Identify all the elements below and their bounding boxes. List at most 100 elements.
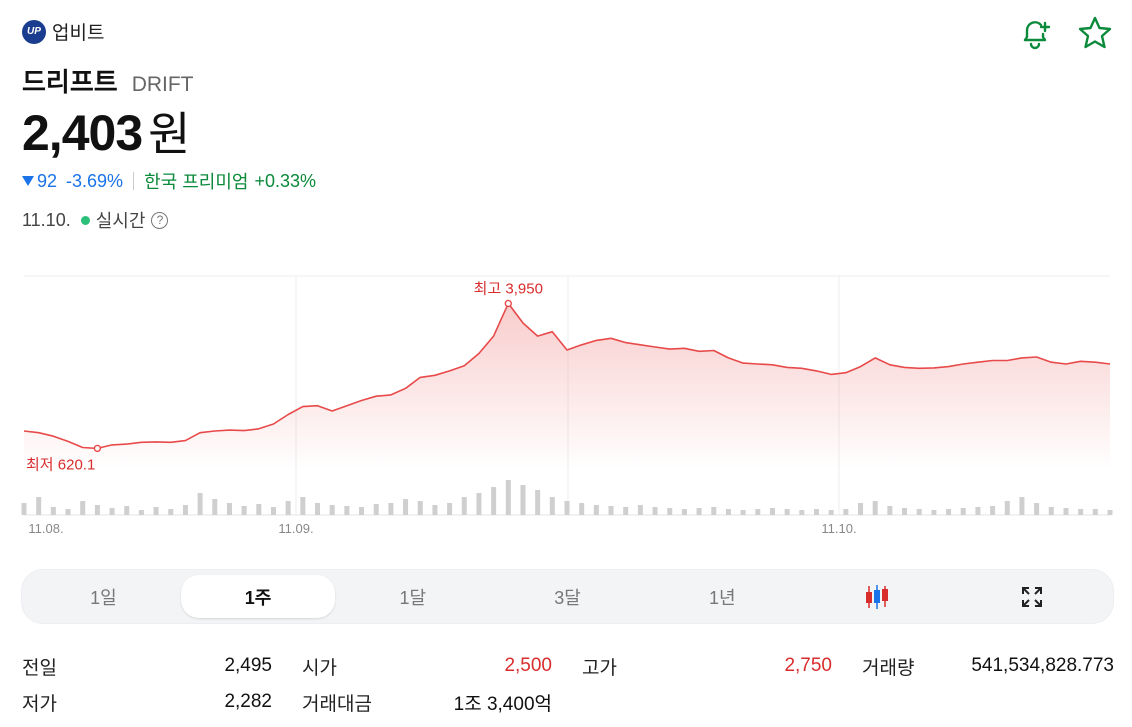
volume-bar — [109, 508, 115, 515]
period-1m[interactable]: 1달 — [399, 587, 427, 608]
volume-bar — [858, 503, 864, 515]
volume-bar — [50, 507, 56, 515]
x-tick-label: 11.10. — [821, 521, 856, 536]
volume-bar — [344, 506, 350, 515]
bell-plus-icon[interactable] — [1016, 14, 1054, 52]
volume-bar — [579, 503, 585, 515]
volume-bar — [212, 499, 218, 515]
expand-chart-button[interactable] — [954, 575, 1109, 618]
volume-bar — [285, 501, 291, 515]
x-tick-label: 11.08. — [28, 521, 63, 536]
period-selector: 1일 1주 1달 3달 1년 — [21, 569, 1114, 624]
volume-bar — [373, 504, 379, 515]
volume-bar — [799, 510, 805, 515]
volume-bar — [681, 509, 687, 515]
down-arrow-icon — [22, 176, 34, 186]
price-area — [24, 303, 1110, 470]
volume-bar — [168, 509, 174, 515]
volume-bar — [21, 503, 27, 515]
volume-bar — [226, 503, 232, 515]
volume-bar — [256, 504, 262, 515]
star-icon[interactable] — [1076, 14, 1114, 52]
period-1d[interactable]: 1일 — [90, 587, 117, 608]
volume-bar — [725, 509, 731, 515]
price-value: 2,403 — [22, 105, 143, 161]
x-tick-label: 11.09. — [278, 521, 313, 536]
change-amount: 92 — [37, 170, 58, 191]
volume-bar — [1034, 503, 1040, 515]
volume-bar — [696, 508, 702, 515]
volume-bar — [138, 510, 144, 515]
volume-bar — [505, 480, 511, 515]
help-icon[interactable]: ? — [151, 211, 169, 229]
period-1y[interactable]: 1년 — [708, 587, 736, 608]
volume-bar — [432, 505, 438, 515]
high-label: 최고 3,950 — [474, 280, 543, 297]
volume-bar — [94, 505, 100, 515]
volume-bar — [828, 510, 834, 515]
market-stats: 전일 2,495 시가 2,500 고가 2,750 거래량 541,534,8… — [22, 648, 1114, 720]
volume-bar — [916, 509, 922, 515]
volume-bar — [872, 501, 878, 515]
coin-name: 드리프트 — [22, 67, 118, 97]
stat-high: 고가 2,750 — [582, 655, 832, 679]
candlestick-icon — [865, 584, 888, 609]
volume-bar — [946, 509, 952, 515]
volume-bar — [813, 509, 819, 515]
volume-bar — [535, 490, 541, 515]
volume-bar — [975, 507, 981, 515]
change-row: 92 -3.69% 한국 프리미엄 +0.33% — [22, 168, 316, 194]
volume-bar — [711, 507, 717, 515]
price-line — [23, 302, 1111, 450]
coin-title: 드리프트 DRIFT — [22, 62, 194, 99]
price-chart[interactable]: 최고 3,950 최저 620.1 11.08. 11.09. 11.10. — [0, 270, 1132, 545]
stat-low: 저가 2,282 — [22, 691, 272, 715]
volume-bar — [65, 509, 71, 515]
period-1w[interactable]: 1주 — [180, 575, 336, 618]
high-marker — [504, 299, 512, 308]
volume-bar — [461, 497, 467, 515]
premium-value: +0.33% — [254, 170, 317, 191]
stat-prev-close: 전일 2,495 — [22, 655, 272, 679]
volume-bar — [593, 505, 599, 515]
volume-bar — [270, 507, 276, 515]
volume-bar — [755, 509, 761, 515]
volume-bar — [1078, 509, 1084, 515]
volume-bar — [843, 509, 849, 515]
current-price: 2,403 원 — [22, 98, 190, 164]
volume-bar — [1048, 507, 1054, 515]
exchange-header: UP 업비트 — [22, 18, 104, 45]
change-percent: -3.69% — [66, 170, 124, 191]
volume-bar — [1019, 497, 1025, 515]
volume-bar — [491, 487, 497, 515]
volume-bar — [608, 506, 614, 515]
expand-icon — [1021, 586, 1042, 607]
volume-bar — [990, 506, 996, 515]
volume-bar — [403, 499, 409, 515]
volume-bar — [667, 508, 673, 515]
premium-label: 한국 프리미엄 — [144, 172, 249, 192]
top-actions — [1016, 14, 1114, 52]
volume-bar — [329, 505, 335, 515]
upbit-logo-icon: UP — [22, 19, 46, 44]
low-marker — [93, 444, 102, 453]
volume-bar — [388, 503, 394, 515]
volume-bar — [652, 507, 658, 515]
volume-bar — [1107, 510, 1113, 515]
candle-chart-button[interactable] — [800, 575, 955, 618]
time-row: 11.10. 실시간 ? — [22, 207, 169, 233]
volume-bar — [182, 505, 188, 515]
quote-date: 11.10. — [22, 209, 71, 230]
volume-bar — [197, 493, 203, 515]
volume-bar — [36, 497, 42, 515]
stat-open: 시가 2,500 — [302, 655, 552, 679]
live-dot-icon — [80, 215, 90, 225]
period-3m[interactable]: 3달 — [554, 587, 581, 608]
volume-bar — [80, 501, 86, 515]
volume-bar — [931, 510, 937, 515]
volume-bar — [1004, 501, 1010, 515]
volume-bar — [769, 508, 775, 515]
volume-bar — [359, 507, 365, 515]
volume-bar — [417, 501, 423, 515]
volume-bar — [637, 505, 643, 515]
